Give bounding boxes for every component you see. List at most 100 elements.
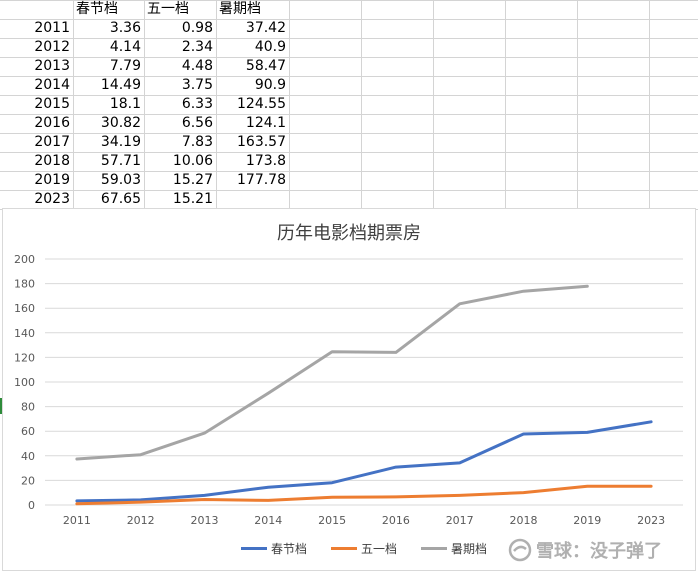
value-cell[interactable]: 7.83	[181, 134, 213, 150]
x-tick-label: 2016	[382, 514, 410, 527]
legend-item[interactable]: 暑期档	[421, 540, 487, 557]
series-line-3	[75, 284, 589, 461]
grid-col-line	[361, 0, 362, 210]
year-cell[interactable]: 2017	[34, 134, 70, 150]
grid-col-line	[289, 0, 290, 210]
chart-legend: 春节档 五一档 暑期档	[241, 539, 511, 557]
grid-col-line	[577, 0, 578, 210]
value-cell[interactable]: 0.98	[181, 20, 213, 36]
value-cell[interactable]: 4.48	[181, 58, 213, 74]
value-cell[interactable]: 34.19	[100, 134, 141, 150]
legend-swatch	[421, 546, 448, 550]
value-cell[interactable]: 124.55	[237, 96, 286, 112]
watermark: 雪球：没子弹了	[508, 538, 662, 562]
grid-col-line	[144, 0, 145, 210]
value-cell[interactable]	[216, 190, 286, 209]
year-cell[interactable]: 2012	[34, 39, 70, 55]
header-cell[interactable]: 暑期档	[219, 1, 261, 17]
x-tick-label: 2015	[318, 514, 346, 527]
header-cell[interactable]	[0, 0, 73, 19]
header-cell[interactable]: 五一档	[147, 1, 189, 17]
grid-row-line	[0, 57, 698, 58]
y-tick-label: 0	[28, 499, 35, 512]
value-cell[interactable]: 7.79	[109, 58, 141, 74]
x-tick-label: 2011	[63, 514, 91, 527]
x-tick-label: 2017	[446, 514, 474, 527]
legend-item[interactable]: 五一档	[331, 540, 397, 557]
value-cell[interactable]: 15.27	[172, 172, 213, 188]
value-cell[interactable]: 177.78	[237, 172, 286, 188]
grid-row-line	[0, 133, 698, 134]
value-cell[interactable]: 67.65	[100, 191, 141, 207]
y-tick-label: 20	[21, 474, 35, 487]
grid-col-line	[216, 0, 217, 210]
grid-row-line	[0, 190, 698, 191]
legend-swatch	[331, 546, 358, 550]
grid-row-line	[0, 19, 698, 20]
grid-row-line	[0, 0, 698, 1]
grid-row-line	[0, 76, 698, 77]
year-cell[interactable]: 2016	[34, 115, 70, 131]
line-chart[interactable]: 历年电影档期票房 0 20 40 60 80 100 120 140 160 180 200 2011…	[2, 208, 696, 571]
value-cell[interactable]: 37.42	[245, 20, 286, 36]
value-cell[interactable]: 15.21	[172, 191, 213, 207]
value-cell[interactable]: 6.33	[181, 96, 213, 112]
y-tick-label: 80	[21, 401, 35, 414]
y-tick-label: 200	[14, 253, 35, 266]
value-cell[interactable]: 124.1	[245, 115, 286, 131]
y-tick-label: 140	[14, 327, 35, 340]
year-cell[interactable]: 2014	[34, 77, 70, 93]
value-cell[interactable]: 58.47	[245, 58, 286, 74]
grid-col-line	[505, 0, 506, 210]
year-cell[interactable]: 2011	[34, 20, 70, 36]
y-tick-label: 160	[14, 302, 35, 315]
chart-title: 历年电影档期票房	[277, 223, 421, 244]
x-tick-label: 2018	[510, 514, 538, 527]
grid-row-line	[0, 95, 698, 96]
year-cell[interactable]: 2015	[34, 96, 70, 112]
y-tick-label: 100	[14, 376, 35, 389]
value-cell[interactable]: 14.49	[100, 77, 141, 93]
year-cell[interactable]: 2019	[34, 172, 70, 188]
value-cell[interactable]: 18.1	[109, 96, 141, 112]
y-tick-label: 120	[14, 351, 35, 364]
watermark-text: 雪球：没子弹了	[536, 541, 662, 562]
grid-col-line	[433, 0, 434, 210]
grid-row-line	[0, 171, 698, 172]
legend-swatch	[241, 546, 267, 550]
value-cell[interactable]: 4.14	[109, 39, 141, 55]
value-cell[interactable]: 40.9	[254, 39, 286, 55]
legend-item[interactable]: 春节档	[241, 540, 307, 557]
value-cell[interactable]: 57.71	[100, 153, 141, 169]
grid-row-line	[0, 152, 698, 153]
x-tick-label: 2014	[254, 514, 282, 527]
grid-row-line	[0, 114, 698, 115]
value-cell[interactable]: 2.34	[181, 39, 213, 55]
value-cell[interactable]: 59.03	[100, 172, 141, 188]
header-cell[interactable]: 春节档	[76, 1, 118, 17]
legend-label: 春节档	[271, 541, 308, 556]
x-tick-label: 2019	[573, 514, 601, 527]
value-cell[interactable]: 3.75	[181, 77, 213, 93]
year-cell[interactable]: 2023	[34, 191, 70, 207]
value-cell[interactable]: 30.82	[100, 115, 141, 131]
y-tick-label: 60	[21, 425, 35, 438]
series-line-1	[75, 420, 653, 503]
year-cell[interactable]: 2013	[34, 58, 70, 74]
value-cell[interactable]: 6.56	[181, 115, 213, 131]
value-cell[interactable]: 90.9	[254, 77, 286, 93]
y-tick-label: 40	[21, 450, 35, 463]
row-indicator	[0, 398, 2, 414]
chart-plot: 0 20 40 60 80 100 120 140 160 180 200 2011 2012 2013 2…	[14, 253, 683, 527]
value-cell[interactable]: 10.06	[172, 153, 213, 169]
value-cell[interactable]: 163.57	[237, 134, 286, 150]
snowball-logo-icon	[508, 538, 532, 562]
value-cell[interactable]: 173.8	[245, 153, 286, 169]
year-cell[interactable]: 2018	[34, 153, 70, 169]
value-cell[interactable]: 3.36	[109, 20, 141, 36]
legend-label: 暑期档	[451, 541, 488, 556]
grid-row-line	[0, 38, 698, 39]
grid-col-line	[649, 0, 650, 210]
legend-label: 五一档	[361, 541, 398, 556]
